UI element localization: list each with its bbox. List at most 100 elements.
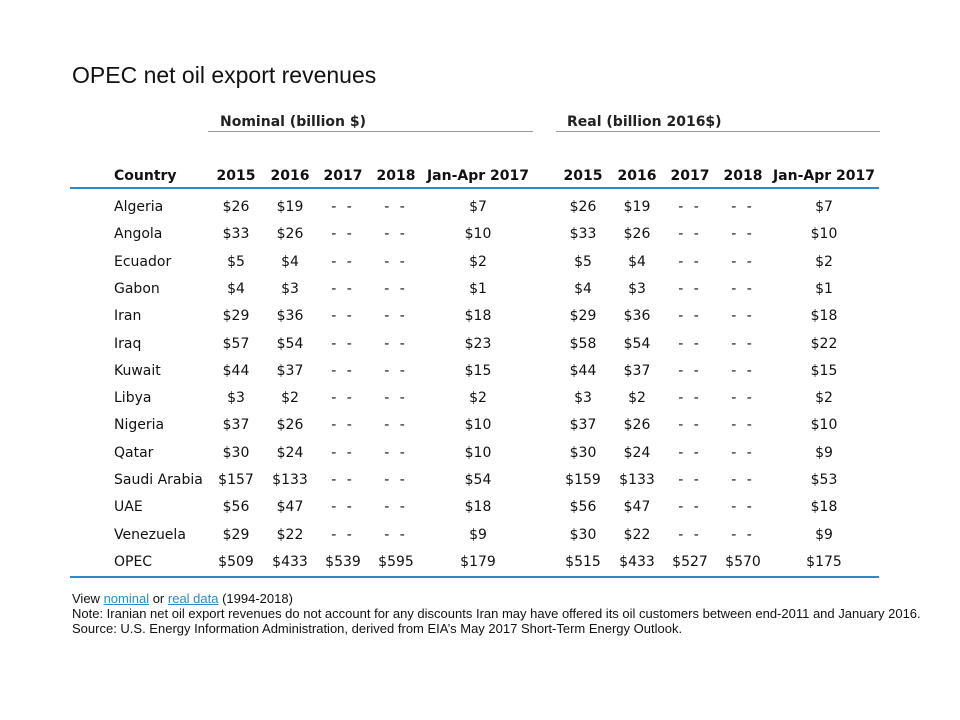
real-value: $4	[628, 253, 646, 270]
country-name: Gabon	[114, 280, 160, 297]
real-value: $10	[810, 417, 838, 434]
nominal-value: $133	[272, 472, 308, 488]
view-prefix: View	[72, 591, 104, 606]
nominal-value: $10	[464, 417, 492, 434]
nominal-value: $18	[464, 499, 492, 516]
nominal-value: $2	[281, 390, 299, 407]
nominal-value: - -	[384, 390, 408, 407]
nominal-value: - -	[384, 280, 408, 297]
nominal-value: $44	[222, 362, 250, 379]
real-value: $47	[623, 499, 651, 516]
nominal-value: $22	[276, 526, 304, 543]
real-value: - -	[731, 335, 755, 352]
col-header-real: Jan-Apr 2017	[772, 168, 876, 184]
col-header-nominal: 2015	[216, 168, 256, 184]
nominal-value: $24	[276, 444, 304, 461]
country-name: Kuwait	[114, 362, 161, 379]
nominal-value: - -	[384, 472, 408, 488]
view-data-line: View nominal or real data (1994-2018)	[72, 591, 922, 606]
real-value: $26	[623, 226, 651, 243]
real-value: $30	[569, 444, 597, 461]
real-value: $26	[569, 199, 597, 215]
country-name: OPEC	[114, 553, 153, 570]
nominal-value: - -	[331, 280, 355, 297]
notes-section: View nominal or real data (1994-2018) No…	[72, 591, 922, 636]
nominal-value: - -	[331, 526, 355, 543]
table-bottom-rule	[70, 576, 879, 578]
nominal-value: $509	[218, 553, 254, 570]
nominal-value: - -	[384, 362, 408, 379]
nominal-value: - -	[331, 417, 355, 434]
country-name: Saudi Arabia	[114, 472, 203, 488]
real-value: $3	[574, 390, 592, 407]
col-header-nominal: 2016	[270, 168, 310, 184]
nominal-value: $57	[222, 335, 250, 352]
real-value: $29	[569, 308, 597, 325]
col-header-real: 2017	[670, 168, 710, 184]
real-value: - -	[678, 335, 702, 352]
real-value: $18	[810, 308, 838, 325]
real-value: $2	[815, 390, 833, 407]
nominal-value: $54	[464, 472, 492, 488]
real-value: $22	[623, 526, 651, 543]
col-header-real: 2015	[563, 168, 603, 184]
nominal-value: $37	[222, 417, 250, 434]
nominal-value: - -	[331, 226, 355, 243]
nominal-value: - -	[331, 335, 355, 352]
country-name: Qatar	[114, 444, 154, 461]
nominal-value: - -	[331, 444, 355, 461]
real-group-rule	[556, 131, 880, 132]
real-value: $527	[672, 553, 708, 570]
col-header-nominal: Jan-Apr 2017	[426, 168, 530, 184]
real-value: $44	[569, 362, 597, 379]
nominal-group-header: Nominal (billion $)	[220, 114, 367, 130]
source-note: Source: U.S. Energy Information Administ…	[72, 621, 683, 636]
nominal-value: - -	[331, 253, 355, 270]
nominal-value: $33	[222, 226, 250, 243]
nominal-value: $15	[464, 362, 492, 379]
nominal-value: - -	[384, 417, 408, 434]
real-value: - -	[678, 308, 702, 325]
real-value: $37	[569, 417, 597, 434]
country-name: Iraq	[114, 335, 142, 352]
nominal-value: $37	[276, 362, 304, 379]
real-value: - -	[731, 472, 755, 488]
real-value: - -	[678, 362, 702, 379]
col-header-nominal: 2017	[323, 168, 363, 184]
header-rule	[70, 187, 879, 189]
country-name: Venezuela	[114, 526, 186, 543]
nominal-value: - -	[331, 499, 355, 516]
nominal-value: $29	[222, 526, 250, 543]
real-data-link[interactable]: real data	[167, 591, 219, 606]
nominal-data-link[interactable]: nominal	[103, 591, 150, 606]
real-value: $515	[565, 553, 601, 570]
real-value: - -	[678, 390, 702, 407]
nominal-group-rule	[208, 131, 533, 132]
real-value: $3	[628, 280, 646, 297]
real-value: - -	[731, 417, 755, 434]
real-value: - -	[731, 199, 755, 215]
country-name: Libya	[114, 390, 152, 407]
real-value: $22	[810, 335, 838, 352]
real-value: $30	[569, 526, 597, 543]
real-value: - -	[731, 308, 755, 325]
real-value: $175	[806, 553, 842, 570]
real-value: - -	[678, 199, 702, 215]
nominal-value: $1	[469, 280, 487, 297]
real-value: - -	[678, 417, 702, 434]
real-value: - -	[731, 280, 755, 297]
country-name: Angola	[114, 226, 163, 243]
nominal-value: $433	[272, 553, 308, 570]
nominal-value: $10	[464, 226, 492, 243]
country-name: Nigeria	[114, 417, 165, 434]
real-value: $4	[574, 280, 592, 297]
real-value: $24	[623, 444, 651, 461]
nominal-value: $47	[276, 499, 304, 516]
real-value: $56	[569, 499, 597, 516]
real-value: - -	[731, 526, 755, 543]
nominal-value: - -	[331, 308, 355, 325]
nominal-value: $5	[227, 253, 245, 270]
nominal-value: $2	[469, 390, 487, 407]
real-value: $5	[574, 253, 592, 270]
real-value: $570	[725, 553, 761, 570]
